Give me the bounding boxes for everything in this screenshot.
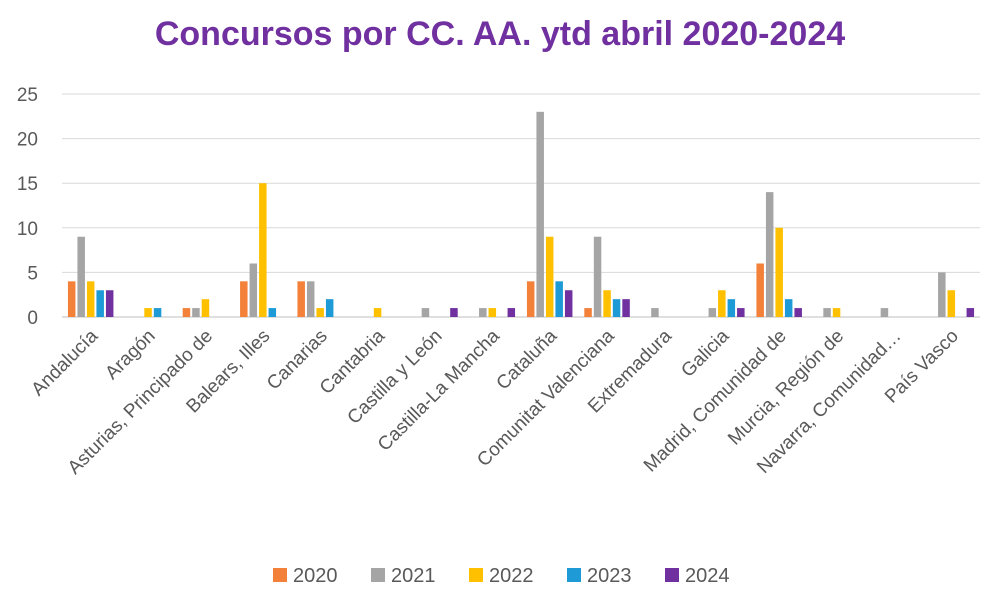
bar-2022 [316,308,324,317]
legend-label: 2021 [391,565,436,587]
bar-2023 [96,290,104,317]
bars [67,111,975,317]
bar-2024 [564,290,573,317]
legend-label: 2022 [489,565,534,587]
bar-2021 [192,308,200,317]
bar-2024 [507,308,516,317]
bar-2024 [966,308,975,317]
bar-2024 [105,290,114,317]
bar-2023 [727,299,736,317]
bar-2022 [144,308,152,317]
bar-2021 [708,308,717,317]
bar-2021 [880,308,889,317]
bar-2022 [832,308,841,317]
y-tick-label: 5 [27,263,38,284]
bar-2022 [947,290,956,317]
bar-2022 [718,290,726,317]
legend-swatch-2024 [665,568,679,582]
bar-2020 [526,281,535,317]
gridlines [62,93,980,318]
bar-2022 [603,290,611,317]
x-tick-label: Andalucía [28,325,103,400]
y-tick-label: 0 [27,308,38,329]
bar-2023 [555,281,563,317]
bar-2021 [593,236,602,317]
y-tick-label: 10 [17,219,38,240]
bar-2020 [756,263,764,317]
bar-2022 [201,299,210,317]
bar-2020 [240,281,248,317]
x-tick-label: Aragón [101,326,159,384]
bar-2021 [77,236,85,317]
y-tick-label: 20 [17,130,38,151]
bar-2022 [775,227,783,317]
legend-label: 2023 [587,565,632,587]
bar-2024 [622,299,630,317]
bar-2023 [325,299,334,317]
bar-2023 [612,299,621,317]
bar-2022 [86,281,95,317]
legend-label: 2020 [293,565,338,587]
bar-2021 [765,192,774,317]
bar-2021 [421,308,430,317]
bar-2023 [784,299,793,317]
legend-swatch-2022 [469,568,483,582]
legend: 2020 2021 2022 2023 2024 [273,565,730,587]
bar-2022 [373,308,382,317]
bar-2023 [153,308,162,317]
legend-swatch-2021 [371,568,385,582]
y-axis-ticks: 0 5 10 15 20 25 [17,85,38,329]
y-tick-label: 15 [17,174,38,195]
x-tick-label: Galicia [677,325,733,381]
bar-2024 [450,308,458,317]
legend-swatch-2023 [567,568,581,582]
y-tick-label: 25 [17,85,38,106]
bar-2021 [938,272,946,317]
bar-2020 [297,281,305,317]
bar-2021 [306,281,315,317]
bar-2020 [182,308,191,317]
bar-2021 [651,308,659,317]
legend-swatch-2020 [273,568,287,582]
bar-2020 [67,281,76,317]
bar-2021 [536,111,544,317]
legend-label: 2024 [685,565,730,587]
bar-2021 [249,263,258,317]
bar-2024 [794,308,802,317]
chart-title: Concursos por CC. AA. ytd abril 2020-202… [155,15,845,53]
bar-2021 [823,308,831,317]
bar-2021 [479,308,487,317]
bar-2022 [488,308,497,317]
bar-2023 [268,308,277,317]
bar-2024 [737,308,745,317]
bar-2020 [584,308,592,317]
bar-2022 [545,236,554,317]
bar-2022 [259,183,267,317]
